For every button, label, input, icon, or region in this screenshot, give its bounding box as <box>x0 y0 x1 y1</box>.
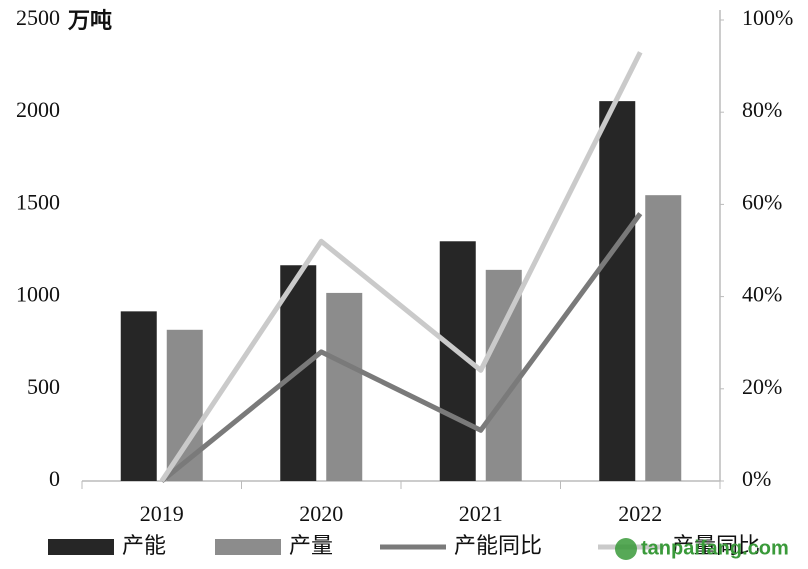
y-tick-label: 0 <box>49 466 60 491</box>
watermark-logo <box>615 538 637 560</box>
bar <box>645 195 682 481</box>
bar <box>120 311 157 481</box>
y2-tick-label: 60% <box>742 189 782 214</box>
y2-tick-label: 40% <box>742 282 782 307</box>
x-tick-label: 2019 <box>140 501 184 526</box>
legend-swatch <box>48 539 114 555</box>
watermark: tanpaifang.com <box>641 537 789 559</box>
legend-label: 产能 <box>122 534 166 559</box>
y2-tick-label: 80% <box>742 97 782 122</box>
y-tick-label: 2000 <box>16 97 60 122</box>
y2-tick-label: 100% <box>742 5 793 30</box>
x-tick-label: 2022 <box>618 501 662 526</box>
legend-label: 产能同比 <box>454 534 542 559</box>
x-tick-label: 2021 <box>459 501 503 526</box>
legend-label: 产量同比 <box>672 534 760 559</box>
y2-tick-label: 20% <box>742 374 782 399</box>
line-series <box>159 51 643 483</box>
y-tick-label: 1500 <box>16 189 60 214</box>
bar <box>599 101 636 482</box>
y-tick-label: 2500 <box>16 5 60 30</box>
y2-tick-label: 0% <box>742 466 771 491</box>
y-tick-label: 1000 <box>16 282 60 307</box>
y-tick-label: 500 <box>27 374 60 399</box>
legend-swatch <box>215 539 281 555</box>
x-tick-label: 2020 <box>299 501 343 526</box>
bar <box>326 292 363 481</box>
bar <box>166 329 203 481</box>
line-series <box>160 212 643 483</box>
unit-label: 万吨 <box>67 8 112 34</box>
legend-label: 产量 <box>289 534 333 559</box>
